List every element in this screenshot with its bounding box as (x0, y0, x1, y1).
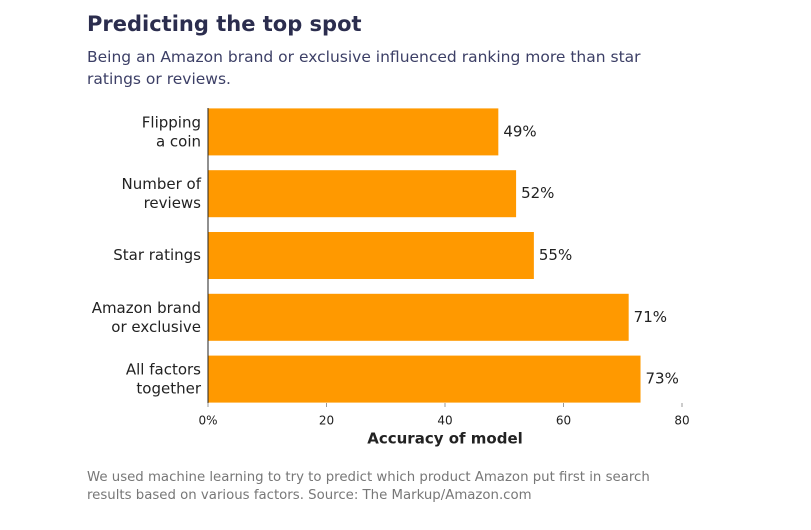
y-tick-label: Flipping a coin (142, 113, 201, 150)
bar (208, 232, 534, 279)
y-tick-label: Amazon brand or exclusive (92, 298, 201, 335)
value-label: 52% (521, 184, 554, 202)
chart-subtitle: Being an Amazon brand or exclusive influ… (87, 48, 641, 88)
value-label: 55% (539, 246, 572, 264)
x-tick-label: 40 (437, 414, 452, 428)
x-tick-label: 80 (674, 414, 689, 428)
value-label: 49% (503, 122, 536, 140)
value-label: 73% (646, 370, 679, 388)
bar (208, 108, 499, 156)
chart: 0% 20 40 60 80 Accuracy of model Flipping a coi… (92, 108, 690, 448)
y-tick-label: Number of reviews (122, 175, 202, 212)
bar (208, 293, 629, 341)
x-tick-label: 60 (556, 414, 571, 428)
y-tick-label: Star ratings (113, 246, 201, 264)
x-tick-label: 20 (319, 414, 334, 428)
chart-title: Predicting the top spot (87, 12, 362, 36)
x-tick-label: 0% (198, 414, 217, 428)
bar (208, 170, 517, 218)
x-axis-label: Accuracy of model (367, 430, 523, 448)
bar (208, 355, 641, 403)
value-label: 71% (634, 308, 667, 326)
y-tick-label: All factors together (126, 360, 202, 397)
footnote: We used machine learning to try to predi… (87, 470, 650, 503)
